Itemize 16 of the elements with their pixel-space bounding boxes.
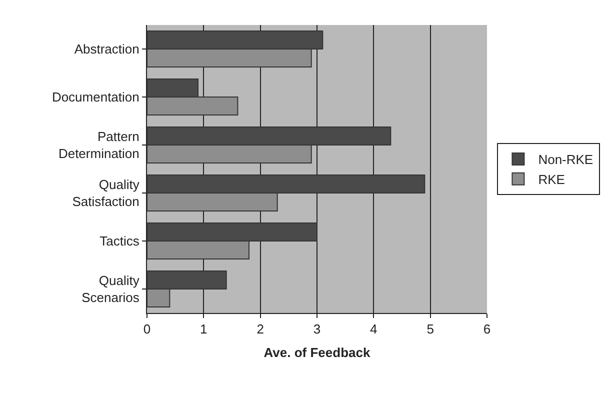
x-tick-label: 6 (483, 322, 491, 337)
legend-label: Non-RKE (538, 152, 594, 168)
y-tick-label: Quality Satisfaction (72, 177, 140, 209)
y-tick-label: Quality Scenarios (82, 273, 140, 305)
x-tick-label: 3 (313, 322, 321, 337)
x-axis-title: Ave. of Feedback (264, 345, 371, 360)
y-tick-label: Documentation (52, 90, 140, 105)
legend-label: RKE (538, 172, 566, 187)
y-tick-label: Abstraction (74, 42, 140, 57)
x-tick-label: 1 (200, 322, 208, 337)
y-tick-label: Pattern Determination (58, 129, 140, 161)
y-tick-label: Tactics (100, 234, 140, 249)
x-tick-label: 5 (426, 322, 434, 337)
x-tick-label: 4 (370, 322, 378, 337)
x-tick-label: 2 (256, 322, 264, 337)
x-tick-label: 0 (143, 322, 151, 337)
